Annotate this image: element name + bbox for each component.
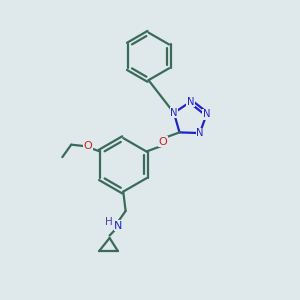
Text: O: O — [159, 137, 167, 147]
Text: N: N — [170, 108, 178, 118]
Text: N: N — [203, 109, 210, 119]
Text: O: O — [83, 141, 92, 151]
Text: N: N — [114, 221, 123, 231]
Text: N: N — [196, 128, 203, 138]
Text: H: H — [105, 217, 112, 227]
Text: N: N — [187, 97, 194, 106]
